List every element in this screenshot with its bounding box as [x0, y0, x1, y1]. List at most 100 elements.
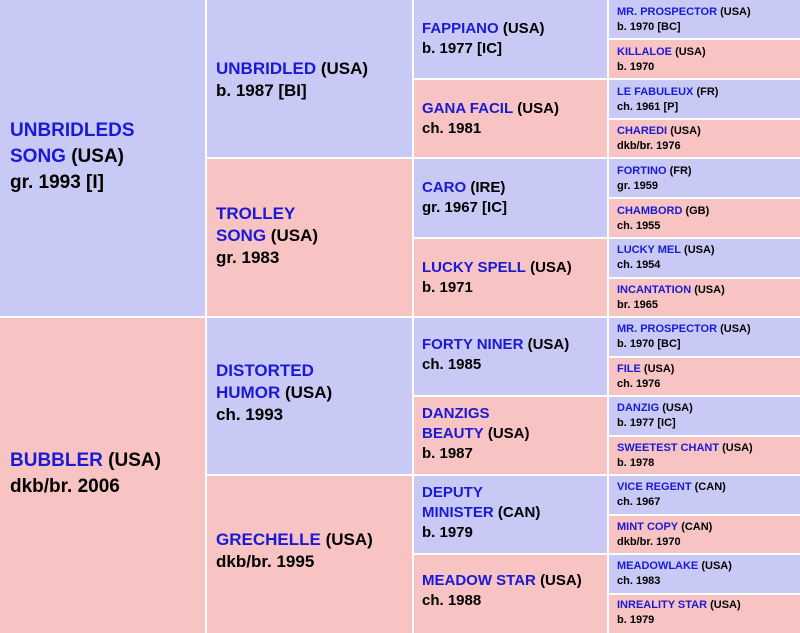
horse-name: MINT COPY	[617, 521, 679, 533]
horse-name: UNBRIDLEDS	[10, 120, 135, 141]
horse-detail: b. 1987	[422, 445, 473, 462]
horse-name: INREALITY STAR	[617, 599, 708, 611]
horse-country: (USA)	[720, 323, 751, 335]
horse-detail: gr. 1983	[216, 248, 280, 267]
horse-detail: dkb/br. 1970	[617, 536, 681, 548]
pedigree-sdss-cell[interactable]: FORTINO (FR) gr. 1959	[609, 159, 800, 197]
pedigree-ddd-cell[interactable]: MEADOW STAR (USA) ch. 1988	[414, 555, 607, 633]
horse-name: MR. PROSPECTOR	[617, 6, 718, 18]
horse-detail: b. 1977 [IC]	[617, 417, 676, 429]
horse-name: GANA FACIL	[422, 100, 514, 117]
horse-name: DANZIGS	[422, 405, 490, 422]
horse-name: SONG	[10, 146, 66, 167]
horse-name: MR. PROSPECTOR	[617, 323, 718, 335]
horse-detail: ch. 1985	[422, 356, 482, 373]
horse-name: DEPUTY	[422, 484, 483, 501]
pedigree-sss-cell[interactable]: FAPPIANO (USA) b. 1977 [IC]	[414, 0, 607, 78]
horse-country: (USA)	[325, 530, 373, 549]
horse-country: (USA)	[530, 259, 572, 276]
horse-name: KILLALOE	[617, 46, 672, 58]
horse-detail: dkb/br. 1976	[617, 140, 681, 152]
pedigree-sdds-cell[interactable]: LUCKY MEL (USA) ch. 1954	[609, 239, 800, 277]
pedigree-sdsd-cell[interactable]: CHAMBORD (GB) ch. 1955	[609, 199, 800, 237]
horse-country: (FR)	[669, 165, 692, 177]
horse-country: (USA)	[540, 572, 582, 589]
horse-name: CARO	[422, 179, 467, 196]
pedigree-ds-cell[interactable]: DISTORTED HUMOR (USA) ch. 1993	[207, 318, 412, 474]
horse-detail: b. 1987 [BI]	[216, 81, 307, 100]
pedigree-dsdd-cell[interactable]: SWEETEST CHANT (USA) b. 1978	[609, 437, 800, 474]
horse-detail: b. 1970 [BC]	[617, 21, 681, 33]
pedigree-ssdd-cell[interactable]: CHAREDI (USA) dkb/br. 1976	[609, 120, 800, 157]
pedigree-dsss-cell[interactable]: MR. PROSPECTOR (USA) b. 1970 [BC]	[609, 318, 800, 356]
pedigree-sddd-cell[interactable]: INCANTATION (USA) br. 1965	[609, 279, 800, 316]
horse-name: DISTORTED	[216, 361, 314, 380]
horse-country: (USA)	[675, 46, 706, 58]
horse-country: (USA)	[517, 100, 559, 117]
horse-country: (GB)	[685, 205, 710, 217]
horse-country: (USA)	[643, 363, 675, 375]
horse-name: FORTY NINER	[422, 336, 524, 353]
pedigree-dam-cell[interactable]: BUBBLER (USA) dkb/br. 2006	[0, 318, 205, 633]
horse-detail: ch. 1993	[216, 405, 284, 424]
horse-country: (USA)	[722, 442, 753, 454]
horse-country: (CAN)	[694, 481, 726, 493]
horse-name: HUMOR	[216, 383, 281, 402]
pedigree-sssd-cell[interactable]: KILLALOE (USA) b. 1970	[609, 40, 800, 78]
horse-detail: b. 1979	[422, 524, 473, 541]
horse-name: SONG	[216, 226, 267, 245]
pedigree-ssds-cell[interactable]: LE FABULEUX (FR) ch. 1961 [P]	[609, 80, 800, 118]
horse-detail: dkb/br. 1995	[216, 552, 315, 571]
horse-country: (USA)	[284, 383, 333, 402]
horse-name: TROLLEY	[216, 204, 296, 223]
pedigree-ssd-cell[interactable]: GANA FACIL (USA) ch. 1981	[414, 80, 607, 157]
pedigree-sdd-cell[interactable]: LUCKY SPELL (USA) b. 1971	[414, 239, 607, 316]
pedigree-sd-cell[interactable]: TROLLEY SONG (USA) gr. 1983	[207, 159, 412, 316]
horse-detail: br. 1965	[617, 299, 658, 311]
horse-detail: b. 1970	[617, 61, 655, 73]
horse-name: LE FABULEUX	[617, 86, 694, 98]
horse-name: MEADOWLAKE	[617, 560, 699, 572]
horse-name: SWEETEST CHANT	[617, 442, 720, 454]
pedigree-dd-cell[interactable]: GRECHELLE (USA) dkb/br. 1995	[207, 476, 412, 633]
horse-name: BUBBLER	[10, 450, 103, 471]
horse-country: (IRE)	[470, 179, 506, 196]
pedigree-ddds-cell[interactable]: MEADOWLAKE (USA) ch. 1983	[609, 555, 800, 593]
horse-detail: ch. 1967	[617, 496, 661, 508]
horse-country: (USA)	[684, 244, 715, 256]
pedigree-ss-cell[interactable]: UNBRIDLED (USA) b. 1987 [BI]	[207, 0, 412, 157]
horse-detail: dkb/br. 2006	[10, 476, 120, 497]
pedigree-dds-cell[interactable]: DEPUTY MINISTER (CAN) b. 1979	[414, 476, 607, 553]
horse-country: (FR)	[696, 86, 719, 98]
pedigree-sire-cell[interactable]: UNBRIDLEDS SONG (USA) gr. 1993 [I]	[0, 0, 205, 316]
horse-name: MEADOW STAR	[422, 572, 536, 589]
horse-country: (USA)	[502, 20, 545, 37]
horse-country: (USA)	[71, 146, 125, 167]
horse-country: (CAN)	[497, 504, 541, 521]
horse-detail: gr. 1967 [IC]	[422, 199, 508, 216]
horse-detail: ch. 1955	[617, 220, 661, 232]
horse-name: LUCKY SPELL	[422, 259, 526, 276]
horse-detail: b. 1978	[617, 457, 655, 469]
pedigree-dsd-cell[interactable]: DANZIGS BEAUTY (USA) b. 1987	[414, 397, 607, 474]
horse-country: (CAN)	[681, 521, 713, 533]
horse-detail: b. 1979	[617, 614, 655, 626]
pedigree-sds-cell[interactable]: CARO (IRE) gr. 1967 [IC]	[414, 159, 607, 237]
horse-detail: b. 1970 [BC]	[617, 338, 681, 350]
horse-detail: gr. 1959	[617, 180, 658, 192]
horse-name: UNBRIDLED	[216, 59, 317, 78]
pedigree-dss-cell[interactable]: FORTY NINER (USA) ch. 1985	[414, 318, 607, 395]
horse-name: INCANTATION	[617, 284, 692, 296]
horse-detail: ch. 1976	[617, 378, 661, 390]
horse-detail: gr. 1993 [I]	[10, 172, 104, 193]
pedigree-dsds-cell[interactable]: DANZIG (USA) b. 1977 [IC]	[609, 397, 800, 435]
pedigree-ddsd-cell[interactable]: MINT COPY (CAN) dkb/br. 1970	[609, 516, 800, 553]
pedigree-dssd-cell[interactable]: FILE (USA) ch. 1976	[609, 358, 800, 395]
horse-name: MINISTER	[422, 504, 494, 521]
horse-country: (USA)	[694, 284, 725, 296]
horse-country: (USA)	[701, 560, 732, 572]
pedigree-dddd-cell[interactable]: INREALITY STAR (USA) b. 1979	[609, 595, 800, 633]
pedigree-ssss-cell[interactable]: MR. PROSPECTOR (USA) b. 1970 [BC]	[609, 0, 800, 38]
pedigree-ddss-cell[interactable]: VICE REGENT (CAN) ch. 1967	[609, 476, 800, 514]
